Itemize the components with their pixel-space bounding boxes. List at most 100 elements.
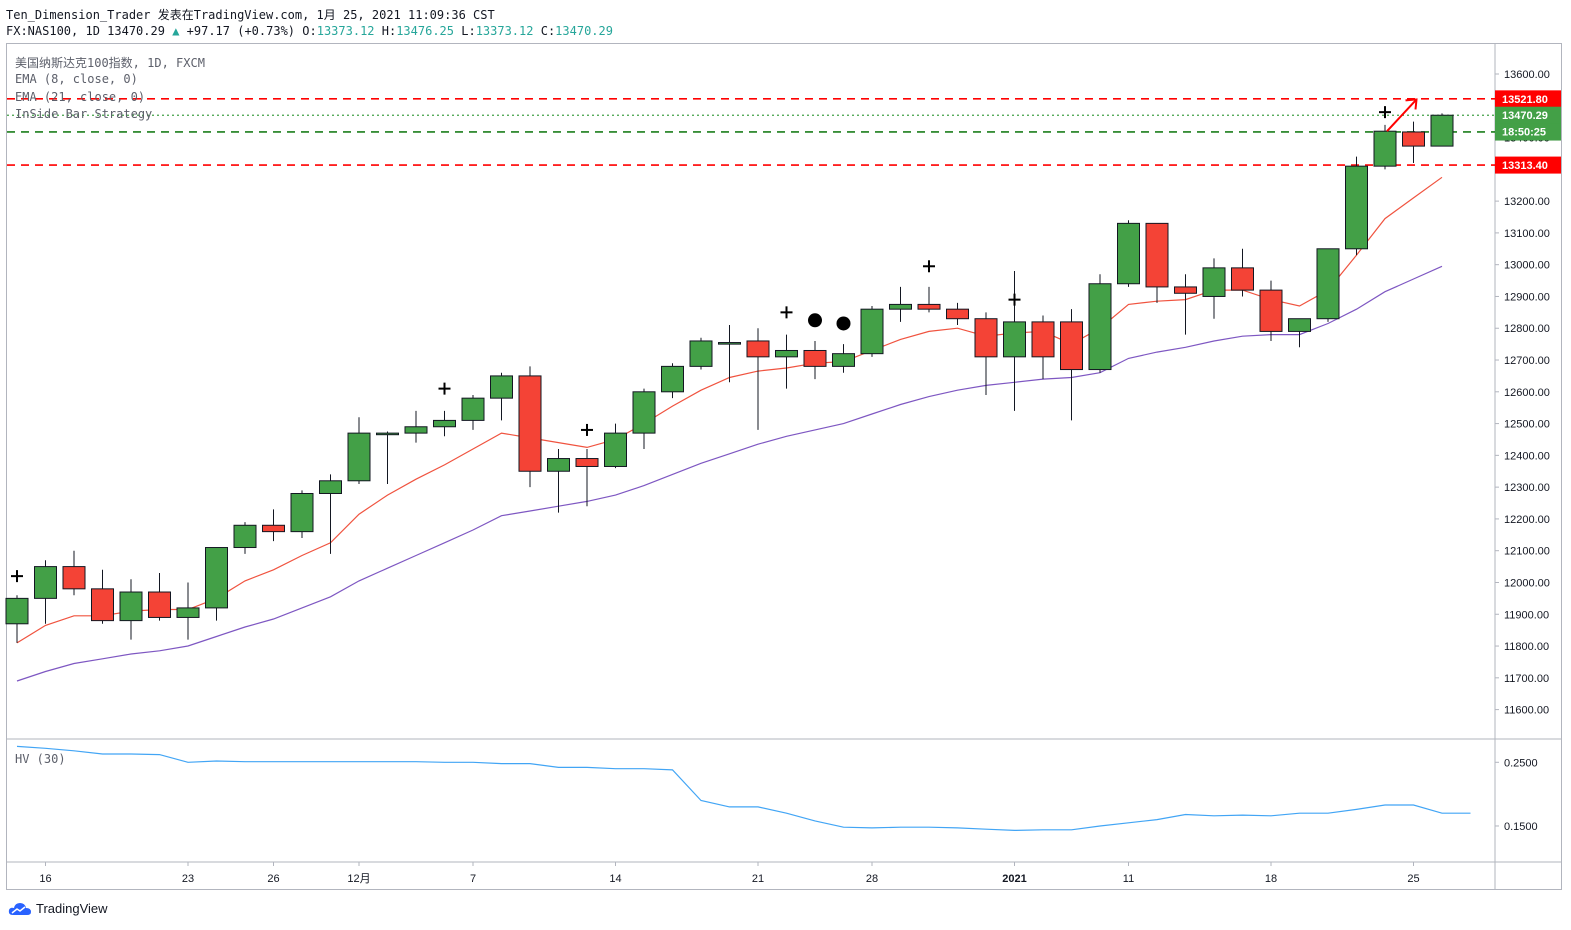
y-tick-label: 11900.00 xyxy=(1504,609,1549,621)
candle-body xyxy=(1060,321,1083,371)
projection-arrow-shaft xyxy=(1386,98,1418,132)
candle-body xyxy=(1402,131,1425,147)
candle-body xyxy=(176,607,200,618)
inside-bar-plus-marker xyxy=(581,423,593,436)
x-tick-label: 21 xyxy=(752,873,764,885)
legend-ema21: EMA (21, close, 0) xyxy=(15,90,146,104)
y-tick-label: 12500.00 xyxy=(1504,419,1550,431)
change-up-icon: ▲ xyxy=(172,24,180,38)
open-label: O: xyxy=(302,24,317,38)
y-tick-label: 13600.00 xyxy=(1504,69,1550,81)
candle-body xyxy=(91,588,114,622)
candle-body xyxy=(718,342,741,345)
y-tick-label: 12100.00 xyxy=(1504,546,1550,558)
candle-body xyxy=(1145,222,1169,288)
candle-body xyxy=(347,432,371,482)
candle-body xyxy=(946,308,969,320)
candle-body xyxy=(461,397,485,421)
candle-body xyxy=(233,524,257,549)
level-price-label-bg xyxy=(1495,156,1561,174)
ema8-line xyxy=(16,176,1443,644)
countdown-label: 18:50:25 xyxy=(1502,127,1546,139)
legend-symbol-title: 美国纳斯达克100指数, 1D, FXCM xyxy=(15,56,205,70)
hv-line xyxy=(16,745,1471,832)
candle-body xyxy=(34,566,57,599)
level-price-label-bg xyxy=(1495,106,1561,124)
candle-body xyxy=(148,591,171,618)
ema21-line xyxy=(16,265,1443,682)
candle-body xyxy=(262,524,285,533)
hv-tick-label: 0.2500 xyxy=(1504,757,1538,769)
candle-body xyxy=(1430,114,1454,147)
x-tick-label: 28 xyxy=(866,873,878,885)
x-tick-label: 26 xyxy=(267,873,279,885)
inside-bar-plus-marker xyxy=(1008,293,1021,306)
x-tick-label: 14 xyxy=(609,873,621,885)
x-tick-label: 16 xyxy=(39,873,51,885)
candle-body xyxy=(490,375,513,399)
y-tick-label: 11600.00 xyxy=(1504,705,1549,717)
candle-body xyxy=(290,492,314,533)
candle-body xyxy=(974,318,998,358)
open-value: 13373.12 xyxy=(316,24,375,38)
high-label: H: xyxy=(381,24,397,38)
candle-body xyxy=(746,340,770,358)
y-tick-label: 11800.00 xyxy=(1504,641,1549,653)
candle-body xyxy=(205,547,228,609)
candle-body xyxy=(376,432,399,436)
hv-tick-label: 0.1500 xyxy=(1504,821,1538,833)
legend-ema8: EMA (8, close, 0) xyxy=(15,72,138,86)
candle-body xyxy=(1003,321,1026,358)
inside-bar-plus-marker xyxy=(923,260,935,273)
y-tick-label: 11700.00 xyxy=(1504,673,1549,685)
candle-body xyxy=(575,458,599,467)
tradingview-cloud-icon xyxy=(8,902,31,915)
x-tick-label: 18 xyxy=(1265,873,1277,885)
footer-brand[interactable]: TradingView xyxy=(8,901,108,916)
projection-arrow-head xyxy=(1405,98,1418,110)
candle-body xyxy=(5,597,29,625)
candle-body xyxy=(1259,289,1283,332)
candle-body xyxy=(1345,165,1368,250)
countdown-label-bg xyxy=(1495,123,1561,141)
inside-bar-dot-marker xyxy=(808,313,822,328)
x-tick-label: 11 xyxy=(1123,873,1134,885)
inside-bar-plus-marker xyxy=(1379,106,1391,119)
legend-hv: HV (30) xyxy=(15,752,66,766)
legend-strategy: InSide Bar Strategy xyxy=(15,107,153,121)
last-price: 13470.29 xyxy=(107,24,165,38)
y-tick-label: 12200.00 xyxy=(1504,514,1550,526)
x-tick-label: 25 xyxy=(1407,873,1419,885)
candle-body xyxy=(689,340,713,367)
candle-body xyxy=(803,349,827,367)
low-label: L: xyxy=(461,24,476,38)
candle-body xyxy=(1373,130,1397,167)
candle-body xyxy=(860,308,884,355)
y-tick-label: 12400.00 xyxy=(1504,450,1550,462)
candle-body xyxy=(1231,267,1254,291)
change-value: +97.17 (+0.73%) xyxy=(186,24,296,38)
y-tick-label: 13200.00 xyxy=(1504,196,1550,208)
close-value: 13470.29 xyxy=(555,24,613,38)
candle-body xyxy=(1117,222,1140,285)
candle-body xyxy=(632,391,656,434)
candle-body xyxy=(547,458,570,472)
candle-body xyxy=(1174,286,1197,294)
x-tick-label: 7 xyxy=(470,873,476,885)
candle-body xyxy=(1316,248,1340,320)
low-value: 13373.12 xyxy=(475,24,534,38)
y-tick-label: 12800.00 xyxy=(1504,323,1550,335)
inside-bar-dot-marker xyxy=(836,316,851,331)
ohlc-header: FX:NAS100, 1D 13470.29 ▲ +97.17 (+0.73%)… xyxy=(6,24,613,38)
level-price-label-bg xyxy=(1495,90,1561,108)
x-tick-label: 2021 xyxy=(1002,873,1026,885)
x-tick-label: 23 xyxy=(182,873,194,885)
candle-body xyxy=(775,349,798,358)
inside-bar-plus-marker xyxy=(11,570,23,583)
candle-body xyxy=(917,303,941,310)
y-tick-label: 12300.00 xyxy=(1504,482,1550,494)
y-tick-label: 12700.00 xyxy=(1504,355,1550,367)
y-tick-label: 13000.00 xyxy=(1504,260,1550,272)
candle-body xyxy=(518,375,542,472)
